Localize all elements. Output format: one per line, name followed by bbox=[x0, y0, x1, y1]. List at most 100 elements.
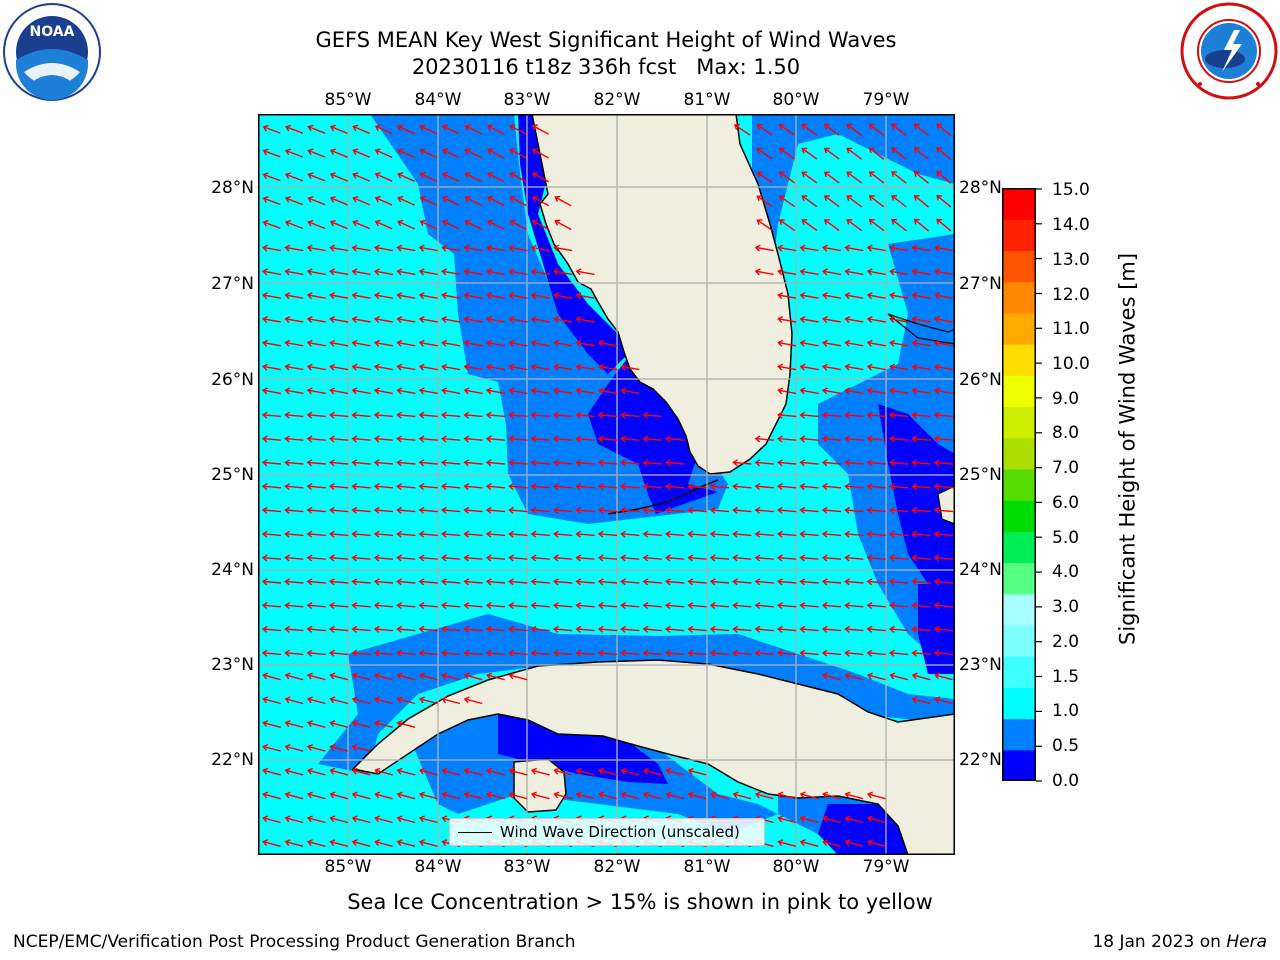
wind-wave-arrow bbox=[262, 767, 281, 776]
wind-wave-arrow bbox=[844, 244, 864, 252]
wind-wave-arrow bbox=[329, 411, 349, 419]
wind-wave-arrow bbox=[306, 625, 326, 633]
wind-wave-arrow bbox=[396, 767, 416, 776]
sea-ice-note: Sea Ice Concentration > 15% is shown in … bbox=[347, 890, 933, 914]
wind-wave-arrow bbox=[868, 123, 885, 137]
wind-wave-arrow bbox=[463, 339, 483, 347]
wind-wave-arrow bbox=[442, 148, 460, 159]
wind-wave-arrow bbox=[530, 625, 550, 633]
wind-wave-arrow bbox=[799, 602, 819, 610]
wind-wave-arrow bbox=[329, 483, 349, 491]
wind-wave-arrow bbox=[284, 839, 304, 847]
wind-wave-arrow bbox=[396, 315, 416, 323]
wind-wave-arrow bbox=[485, 363, 506, 371]
wind-wave-arrow bbox=[306, 339, 326, 347]
wind-wave-arrow bbox=[329, 791, 349, 800]
wind-wave-arrow bbox=[866, 339, 886, 347]
wind-wave-arrow bbox=[508, 554, 528, 562]
wind-wave-arrow bbox=[284, 625, 304, 633]
wind-wave-arrow bbox=[620, 459, 640, 467]
wind-wave-arrow bbox=[418, 315, 438, 323]
wind-wave-arrow bbox=[329, 459, 349, 467]
lat-label-right: 25°N bbox=[959, 465, 1002, 485]
wind-wave-arrow bbox=[329, 839, 349, 847]
wind-wave-arrow bbox=[620, 506, 640, 514]
wind-wave-arrow bbox=[530, 363, 550, 371]
wind-wave-arrow bbox=[374, 672, 393, 681]
wind-wave-arrow bbox=[261, 244, 282, 252]
wind-wave-arrow bbox=[508, 791, 528, 800]
wind-wave-arrow bbox=[575, 791, 595, 800]
colorbar-level-label: 9.0 bbox=[1052, 389, 1080, 409]
wind-wave-arrow bbox=[844, 672, 864, 681]
wind-wave-arrow bbox=[665, 578, 685, 586]
wind-wave-arrow bbox=[531, 148, 550, 159]
wind-wave-arrow bbox=[799, 459, 819, 467]
wind-wave-arrow bbox=[799, 315, 819, 323]
wind-wave-arrow bbox=[575, 530, 595, 538]
wind-wave-arrow bbox=[778, 147, 796, 160]
wind-wave-arrow bbox=[844, 315, 864, 323]
wind-wave-arrow bbox=[777, 602, 797, 610]
wind-wave-arrow bbox=[284, 292, 304, 300]
wind-wave-arrow bbox=[754, 554, 774, 562]
wind-wave-arrow bbox=[351, 720, 371, 728]
wind-wave-arrow bbox=[486, 172, 505, 183]
wind-wave-arrow bbox=[351, 363, 371, 371]
lat-label-left: 24°N bbox=[211, 560, 254, 580]
wind-wave-arrow bbox=[418, 649, 438, 657]
wind-wave-arrow bbox=[329, 387, 349, 395]
wind-wave-arrow bbox=[866, 268, 886, 276]
wind-wave-arrow bbox=[866, 483, 886, 491]
wind-wave-arrow bbox=[261, 578, 282, 586]
wind-wave-arrow bbox=[284, 696, 304, 705]
wind-wave-arrow bbox=[464, 172, 483, 183]
wind-wave-arrow bbox=[687, 554, 707, 562]
wind-wave-arrow bbox=[374, 195, 393, 206]
wind-wave-arrow bbox=[597, 649, 618, 657]
wind-wave-arrow bbox=[261, 292, 282, 300]
wind-wave-arrow bbox=[306, 696, 326, 705]
wind-wave-arrow bbox=[754, 791, 774, 800]
wind-wave-arrow bbox=[665, 602, 685, 610]
wind-wave-arrow bbox=[284, 767, 304, 776]
colorbar-band bbox=[1002, 624, 1036, 657]
wind-wave-arrow bbox=[889, 649, 909, 657]
wind-wave-arrow bbox=[575, 578, 595, 586]
wind-wave-arrow bbox=[889, 268, 909, 276]
wind-wave-arrow bbox=[485, 435, 506, 443]
wind-wave-arrow bbox=[284, 554, 304, 562]
wind-wave-arrow bbox=[441, 292, 461, 300]
wind-wave-arrow bbox=[373, 435, 394, 443]
wind-wave-arrow bbox=[933, 554, 954, 562]
wind-wave-arrow bbox=[351, 554, 371, 562]
wind-wave-arrow bbox=[575, 339, 595, 347]
wind-wave-arrow bbox=[463, 649, 483, 657]
wind-wave-arrow bbox=[687, 625, 707, 633]
wind-wave-arrow bbox=[419, 219, 438, 230]
wind-wave-arrow bbox=[911, 315, 931, 323]
wind-wave-arrow bbox=[891, 195, 907, 208]
wind-wave-arrow bbox=[261, 268, 282, 276]
wind-wave-arrow bbox=[777, 387, 797, 395]
wind-wave-arrow bbox=[351, 791, 371, 800]
lon-label-top: 82°W bbox=[593, 90, 641, 110]
colorbar-level-label: 15.0 bbox=[1052, 180, 1090, 200]
wind-wave-arrow bbox=[913, 123, 930, 137]
wind-wave-arrow bbox=[284, 172, 304, 182]
colorbar-level-label: 11.0 bbox=[1052, 319, 1090, 339]
wind-wave-arrow bbox=[732, 578, 752, 586]
wind-wave-arrow bbox=[261, 625, 282, 633]
wind-wave-arrow bbox=[306, 839, 326, 847]
wind-wave-arrow bbox=[575, 315, 595, 323]
wind-wave-arrow bbox=[530, 244, 550, 252]
wind-wave-arrow bbox=[442, 219, 460, 230]
wind-wave-arrow bbox=[261, 459, 282, 467]
wind-wave-arrow bbox=[911, 625, 931, 633]
wind-wave-arrow bbox=[911, 649, 931, 657]
wind-wave-arrow bbox=[351, 315, 371, 323]
wind-wave-arrow bbox=[396, 387, 416, 395]
wind-wave-arrow bbox=[575, 435, 595, 443]
wind-wave-arrow bbox=[306, 578, 326, 586]
wind-wave-arrow bbox=[374, 124, 393, 135]
